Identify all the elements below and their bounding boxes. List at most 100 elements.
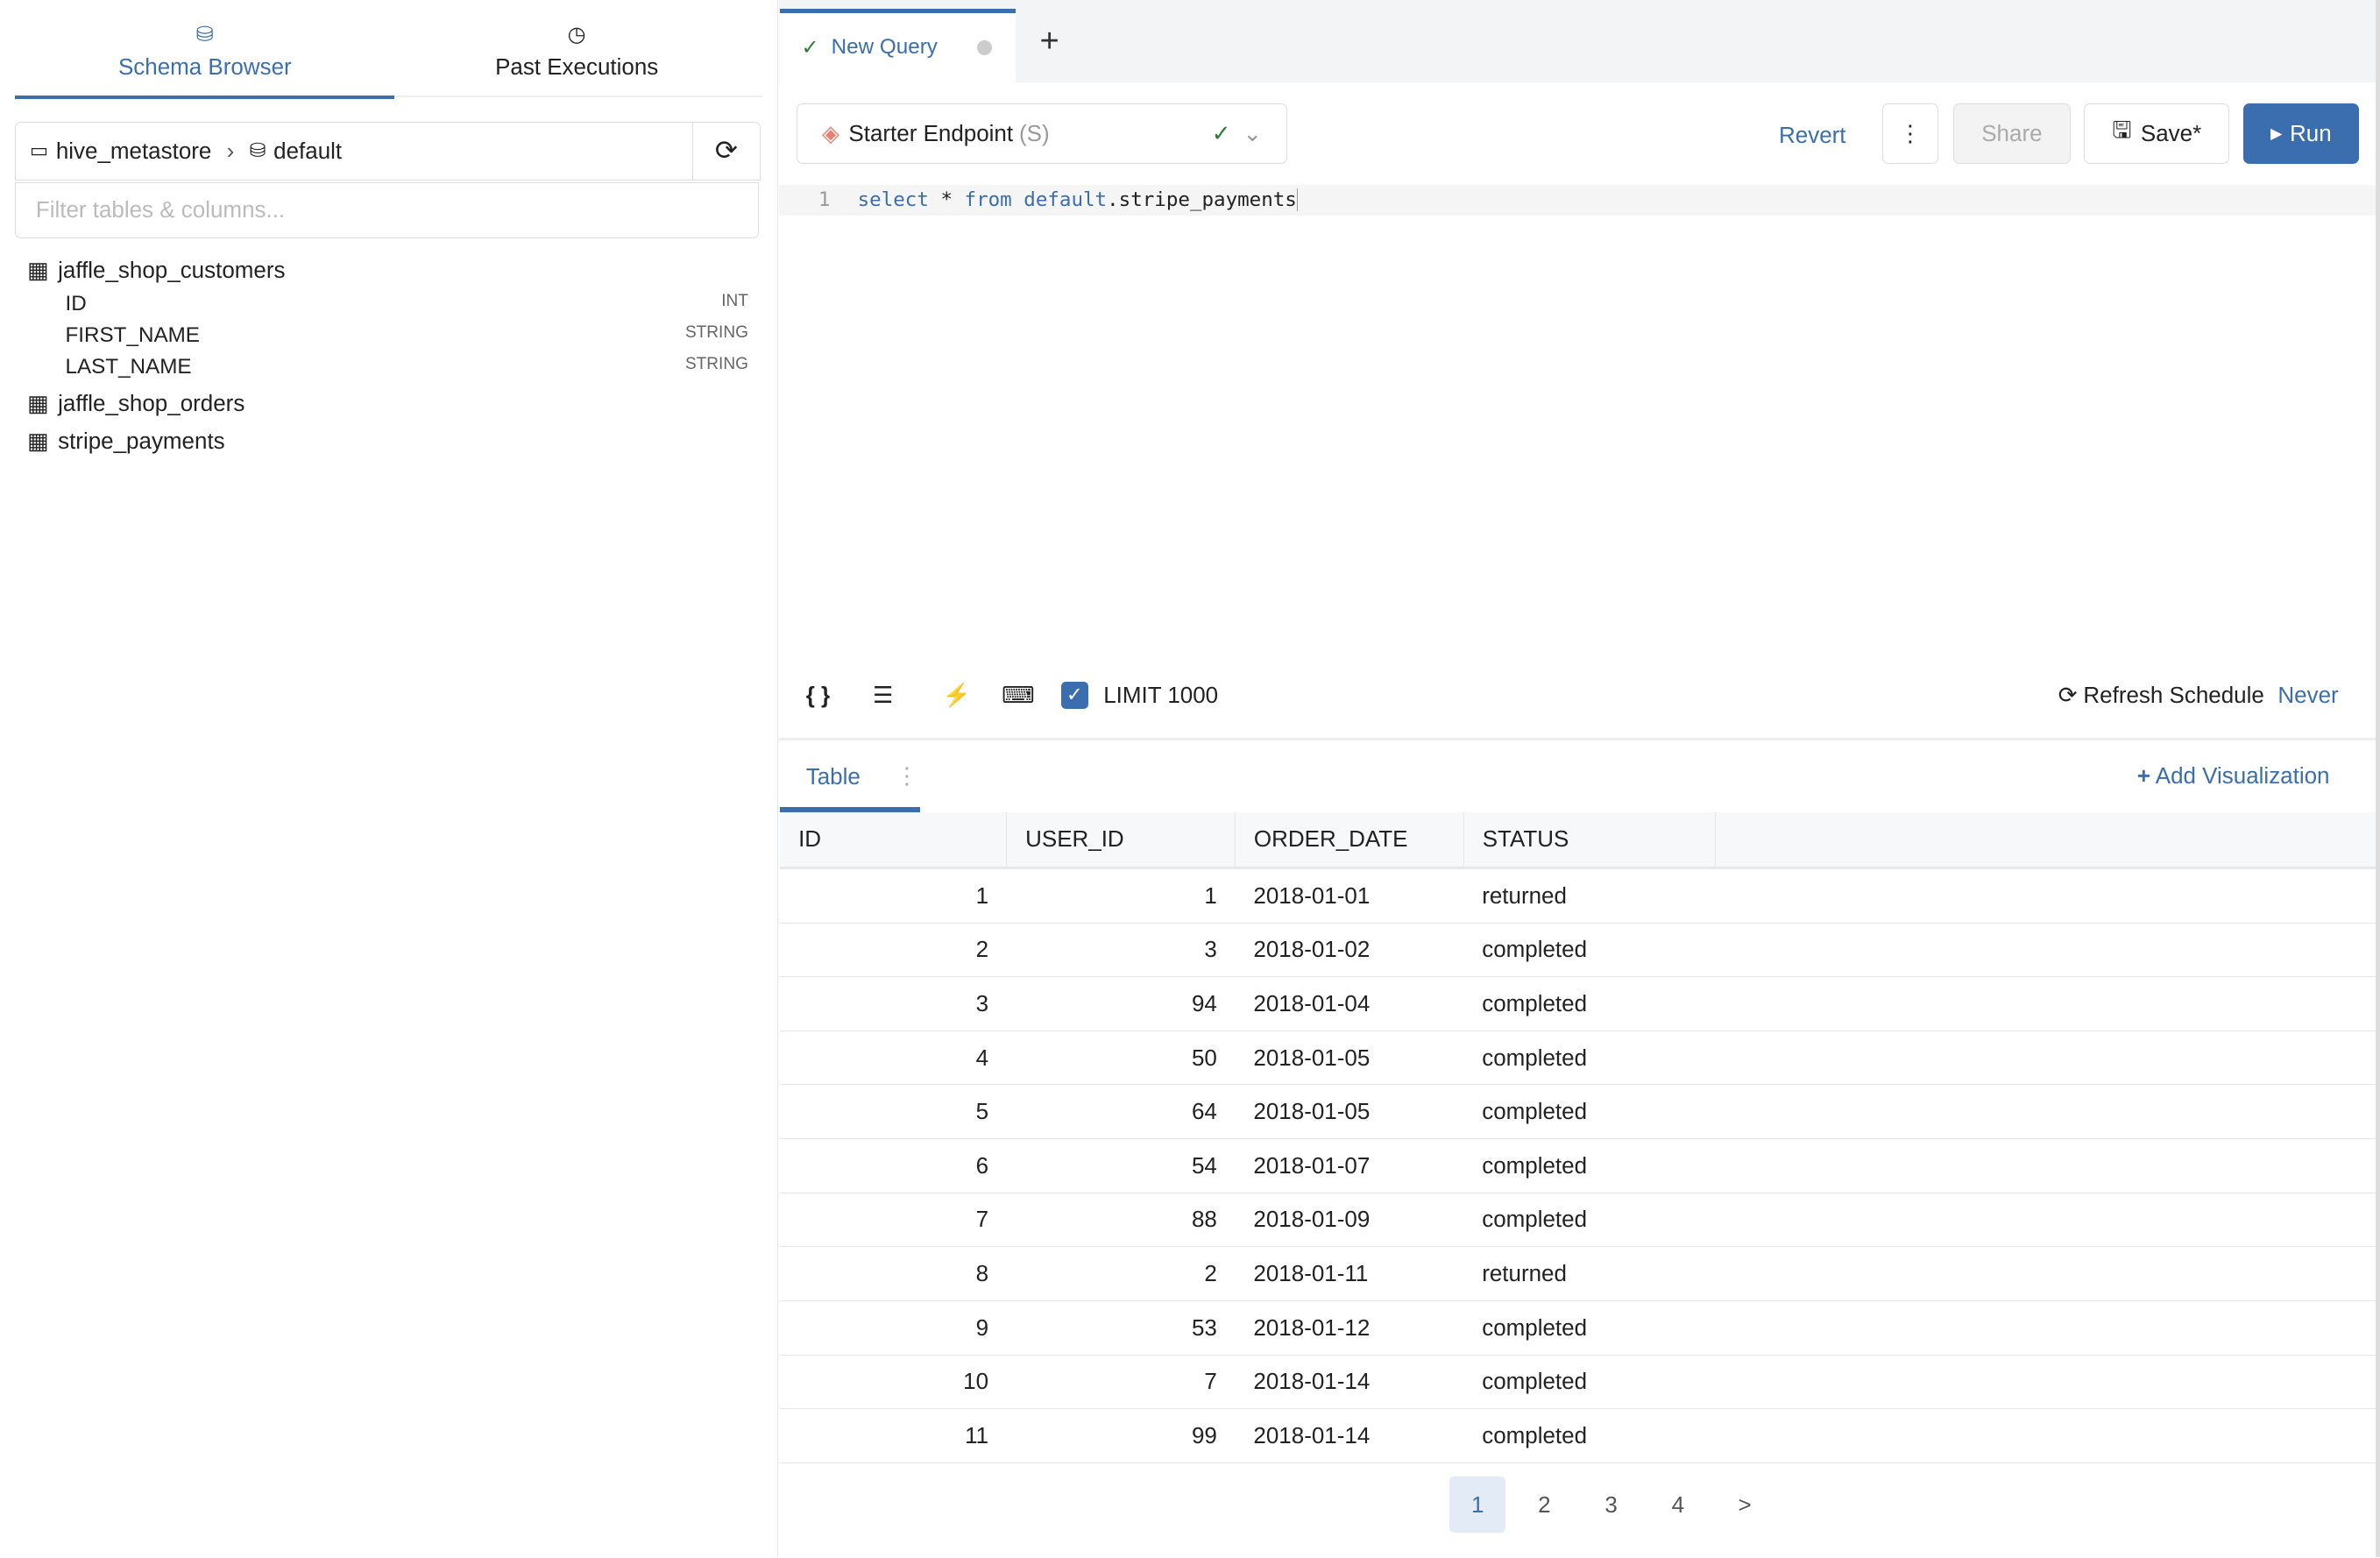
table-cell: 1 [1006, 868, 1236, 924]
refresh-icon[interactable]: ⟳ [691, 122, 760, 181]
column-name: ID [65, 291, 87, 315]
table-cell: 2018-01-05 [1235, 1030, 1464, 1086]
history-icon: ◷ [567, 23, 586, 47]
refresh-schedule-value[interactable]: Never [2277, 681, 2339, 708]
table-cell-spacer [1715, 868, 2376, 924]
tab-past-executions[interactable]: ◷ Past Executions [387, 0, 767, 97]
save-label: Save* [2140, 119, 2202, 146]
column-item[interactable]: FIRST_NAME STRING [65, 323, 747, 348]
sql-keyword: select [857, 188, 929, 212]
save-icon: 🖫 [2112, 117, 2132, 144]
limit-checkbox[interactable]: ✓ LIMIT 1000 [1060, 681, 1218, 709]
table-header-row: ID USER_ID ORDER_DATE STATUS [780, 811, 2376, 870]
revert-button[interactable]: Revert [1779, 121, 1846, 148]
lightning-icon[interactable]: ⚡ [942, 681, 971, 708]
page-button[interactable]: 1 [1449, 1477, 1506, 1533]
table-row: 11 99 2018-01-14 completed [780, 1408, 2376, 1463]
divider [778, 737, 2376, 741]
scrollbar[interactable] [2375, 0, 2380, 1558]
table-cell: 7 [1006, 1355, 1236, 1410]
active-tab-indicator [15, 96, 395, 99]
share-button[interactable]: Share [1953, 103, 2071, 165]
sql-keyword: from [964, 188, 1012, 212]
table-cell: 2018-01-02 [1235, 923, 1464, 978]
page-button[interactable]: 4 [1671, 1491, 1685, 1518]
add-visualization-button[interactable]: + Add Visualization [2137, 762, 2330, 790]
table-cell: 4 [780, 1030, 1007, 1086]
indent-icon[interactable]: ☰ [872, 681, 894, 708]
run-button[interactable]: ▶ Run [2243, 103, 2359, 165]
table-cell: completed [1463, 976, 1716, 1031]
table-cell: 2018-01-14 [1235, 1408, 1464, 1463]
more-options-button[interactable]: ⋮ [1881, 103, 1938, 165]
column-header[interactable]: ORDER_DATE [1235, 811, 1464, 870]
catalog-icon: ▭ [29, 139, 49, 162]
table-cell: 50 [1006, 1030, 1236, 1086]
sql-schema: default [1024, 188, 1108, 212]
table-cell-spacer [1715, 1246, 2376, 1301]
column-item[interactable]: LAST_NAME STRING [65, 355, 747, 379]
save-button[interactable]: 🖫 Save* [2084, 103, 2230, 165]
table-cell: 64 [1006, 1084, 1236, 1140]
tab-table[interactable]: Table [805, 763, 861, 790]
table-cell: 7 [780, 1193, 1007, 1248]
line-number: 1 [818, 188, 831, 212]
checkbox-checked-icon: ✓ [1060, 681, 1088, 709]
query-tab-label: New Query [831, 35, 938, 60]
page-button[interactable]: 3 [1604, 1491, 1618, 1518]
query-editor-panel: ✓ New Query + ◈ Starter Endpoint (S) ✓ ⌄… [778, 0, 2380, 1557]
table-name: stripe_payments [58, 428, 225, 455]
table-cell: completed [1463, 1138, 1716, 1193]
column-header[interactable]: USER_ID [1006, 811, 1236, 870]
column-type: STRING [684, 355, 748, 374]
table-cell: completed [1463, 1300, 1716, 1356]
tab-menu-icon[interactable]: ⋮ [895, 761, 918, 789]
schema-selector[interactable]: default [273, 137, 343, 164]
table-cell: returned [1463, 1246, 1716, 1301]
column-header[interactable]: ID [780, 811, 1008, 870]
add-tab-button[interactable]: + [1039, 22, 1059, 60]
next-page-button[interactable]: > [1738, 1491, 1752, 1518]
table-cell: 8 [780, 1246, 1007, 1301]
keyboard-icon[interactable]: ⌨ [1002, 681, 1035, 708]
table-cell-spacer [1715, 1300, 2376, 1356]
table-cell-spacer [1715, 1084, 2376, 1140]
table-cell: 6 [780, 1138, 1007, 1193]
endpoint-icon: ◈ [822, 119, 840, 146]
endpoint-name: Starter Endpoint [848, 119, 1014, 146]
table-cell: returned [1463, 868, 1716, 924]
table-cell-spacer [1715, 1193, 2376, 1248]
endpoint-selector[interactable]: ◈ Starter Endpoint (S) ✓ ⌄ [797, 103, 1287, 165]
tab-divider [394, 96, 762, 97]
table-cell: completed [1463, 1084, 1716, 1140]
query-tab[interactable]: ✓ New Query [780, 9, 1016, 82]
column-item[interactable]: ID INT [65, 292, 747, 316]
column-type: INT [721, 291, 748, 310]
table-row: 10 7 2018-01-14 completed [780, 1355, 2376, 1410]
table-item[interactable]: ▦ jaffle_shop_customers [27, 257, 285, 284]
table-cell: completed [1463, 1030, 1716, 1086]
sql-editor[interactable]: 1 select * from default.stripe_payments [778, 185, 2376, 216]
catalog-selector[interactable]: hive_metastore [55, 137, 212, 164]
table-row: 9 53 2018-01-12 completed [780, 1300, 2376, 1356]
check-circle-icon: ✓ [1211, 119, 1231, 146]
tab-label: Past Executions [495, 53, 659, 80]
table-cell: 99 [1006, 1408, 1236, 1463]
format-icon[interactable]: { } [805, 681, 831, 708]
table-cell: 53 [1006, 1300, 1236, 1356]
column-header[interactable]: STATUS [1463, 811, 1716, 870]
table-cell: 2018-01-07 [1235, 1138, 1464, 1193]
column-name: LAST_NAME [65, 355, 192, 379]
page-button[interactable]: 2 [1538, 1491, 1551, 1518]
table-cell-spacer [1715, 1138, 2376, 1193]
table-row: 7 88 2018-01-09 completed [780, 1193, 2376, 1248]
table-cell: 2018-01-11 [1235, 1246, 1464, 1301]
database-icon: ⛁ [195, 23, 214, 47]
table-row: 2 3 2018-01-02 completed [780, 923, 2376, 978]
refresh-schedule-label: Refresh Schedule [2083, 681, 2264, 708]
table-item[interactable]: ▦ jaffle_shop_orders [27, 390, 244, 417]
tab-schema-browser[interactable]: ⛁ Schema Browser [15, 0, 394, 97]
filter-input[interactable] [15, 181, 760, 238]
play-icon: ▶ [2270, 124, 2283, 142]
table-item[interactable]: ▦ stripe_payments [27, 428, 224, 455]
